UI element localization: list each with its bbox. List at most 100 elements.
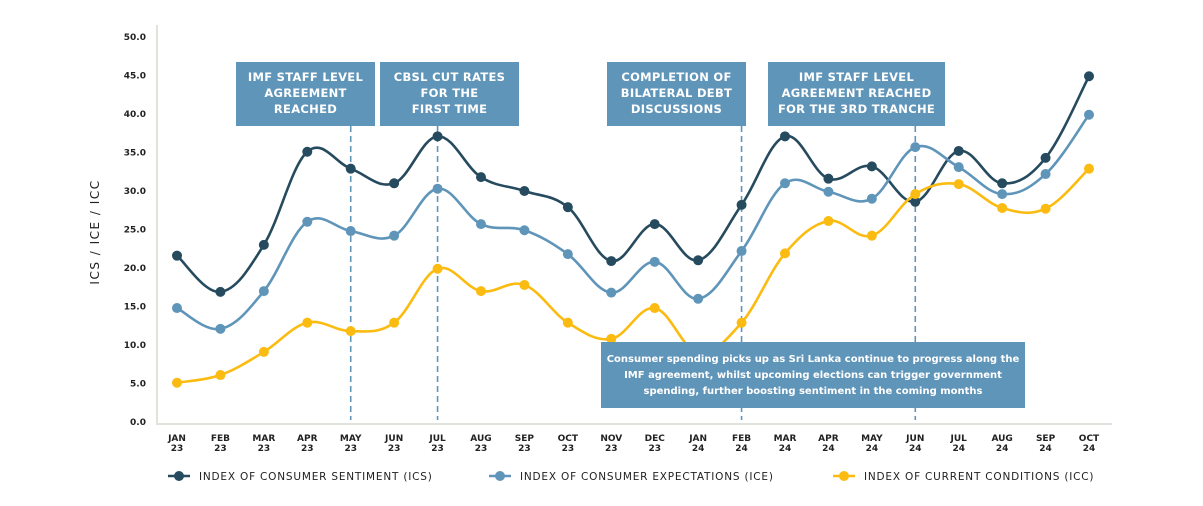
- data-point: [823, 216, 834, 227]
- annotation-box: CBSL CUT RATES FOR THE FIRST TIME: [380, 62, 519, 126]
- x-tick-label: JUL: [428, 434, 446, 444]
- legend-item: INDEX OF CONSUMER SENTIMENT (ICS): [168, 471, 433, 483]
- x-tick-label: FEB: [732, 434, 751, 444]
- data-point: [780, 131, 790, 142]
- y-tick-label: 40.0: [124, 110, 146, 120]
- x-tick-label: 23: [605, 444, 618, 454]
- data-point: [345, 163, 356, 174]
- data-point: [215, 323, 226, 334]
- x-tick-label: 24: [1039, 444, 1052, 454]
- series-group: [172, 71, 1094, 388]
- data-point: [780, 178, 790, 189]
- x-tick-label: JUN: [384, 434, 403, 444]
- x-tick-label: 24: [692, 444, 705, 454]
- data-point: [1084, 163, 1094, 174]
- x-tick-label: 23: [562, 444, 575, 454]
- x-tick-label: JAN: [167, 434, 186, 444]
- data-point: [215, 370, 226, 381]
- legend-marker: [839, 471, 849, 481]
- data-point: [649, 256, 660, 267]
- x-tick-label: NOV: [600, 434, 622, 444]
- y-tick-label: 45.0: [124, 72, 146, 82]
- data-point: [562, 202, 573, 213]
- data-point: [562, 317, 573, 328]
- annotation-text: AGREEMENT: [264, 86, 346, 100]
- data-point: [562, 249, 573, 260]
- series-line: [176, 114, 1091, 331]
- data-point: [997, 189, 1008, 200]
- data-point: [215, 286, 226, 297]
- data-point: [1084, 109, 1094, 120]
- x-tick-label: 24: [866, 444, 879, 454]
- x-tick-label: MAR: [252, 434, 275, 444]
- note-box: Consumer spending picks up as Sri Lanka …: [601, 342, 1025, 408]
- annotation-box: IMF STAFF LEVEL AGREEMENT REACHED FOR THE …: [768, 62, 945, 126]
- x-tick-label: JAN: [688, 434, 707, 444]
- data-point: [997, 202, 1008, 213]
- x-tick-label: 23: [344, 444, 357, 454]
- series-line: [176, 167, 1090, 385]
- annotation-text: IMF STAFF LEVEL: [799, 70, 915, 84]
- data-point: [1040, 169, 1051, 180]
- x-tick-label: 24: [952, 444, 965, 454]
- data-point: [389, 230, 400, 241]
- y-tick-label: 10.0: [124, 341, 146, 351]
- note-text: spending, further boosting sentiment in …: [644, 386, 983, 397]
- data-point: [1040, 203, 1051, 214]
- data-point: [432, 263, 443, 274]
- legend-marker: [495, 471, 505, 481]
- data-point: [736, 199, 747, 210]
- annotation-text: FOR THE: [421, 86, 479, 100]
- annotation-text: AGREEMENT REACHED: [782, 86, 932, 100]
- data-point: [302, 146, 313, 157]
- data-point: [780, 248, 790, 259]
- x-tick-label: AUG: [470, 434, 491, 444]
- annotation-background: [768, 62, 945, 126]
- data-point: [476, 172, 486, 183]
- data-point: [476, 219, 486, 230]
- data-point: [736, 246, 747, 257]
- data-point: [258, 239, 269, 250]
- legend-label: INDEX OF CONSUMER SENTIMENT (ICS): [199, 471, 433, 483]
- data-point: [866, 193, 877, 204]
- data-point: [1040, 152, 1051, 163]
- x-tick-label: APR: [297, 434, 318, 444]
- data-point: [1084, 71, 1094, 82]
- legend-marker: [174, 471, 184, 481]
- x-tick-label: 23: [258, 444, 271, 454]
- annotation-text: DISCUSSIONS: [631, 102, 722, 116]
- data-point: [736, 317, 747, 328]
- series-line: [176, 75, 1091, 294]
- legend: INDEX OF CONSUMER SENTIMENT (ICS) INDEX O…: [168, 471, 1094, 483]
- x-tick-label: 23: [648, 444, 661, 454]
- y-tick-label: 30.0: [124, 187, 146, 197]
- annotation-box: COMPLETION OF BILATERAL DEBT DISCUSSIONS: [607, 62, 746, 126]
- data-point: [649, 303, 660, 314]
- x-tick-label: 23: [301, 444, 314, 454]
- x-tick-label: 24: [909, 444, 922, 454]
- annotation-background: [236, 62, 375, 126]
- data-point: [345, 226, 356, 237]
- annotation-box: IMF STAFF LEVEL AGREEMENT REACHED: [236, 62, 375, 126]
- x-tick-label: 24: [822, 444, 835, 454]
- y-tick-label: 0.0: [130, 418, 146, 428]
- data-point: [823, 186, 834, 197]
- data-point: [953, 145, 964, 156]
- axes: 0.0 5.0 10.0 15.0 20.0 25.0 30.0 35.0 40.0 45.0 50…: [88, 25, 1112, 454]
- data-point: [302, 317, 313, 328]
- x-tick-label: 24: [1083, 444, 1096, 454]
- annotation-text: IMF STAFF LEVEL: [248, 70, 364, 84]
- x-tick-label: OCT: [558, 434, 579, 444]
- y-axis-label: ICS / ICE / ICC: [88, 179, 102, 284]
- x-tick-label: FEB: [211, 434, 230, 444]
- data-point: [519, 279, 530, 290]
- x-tick-label: SEP: [515, 434, 535, 444]
- data-point: [693, 293, 704, 304]
- data-point: [345, 326, 356, 337]
- data-point: [866, 230, 877, 241]
- data-point: [910, 189, 921, 200]
- x-tick-label: AUG: [991, 434, 1012, 444]
- x-tick-label: 24: [996, 444, 1009, 454]
- annotation-background: [607, 62, 746, 126]
